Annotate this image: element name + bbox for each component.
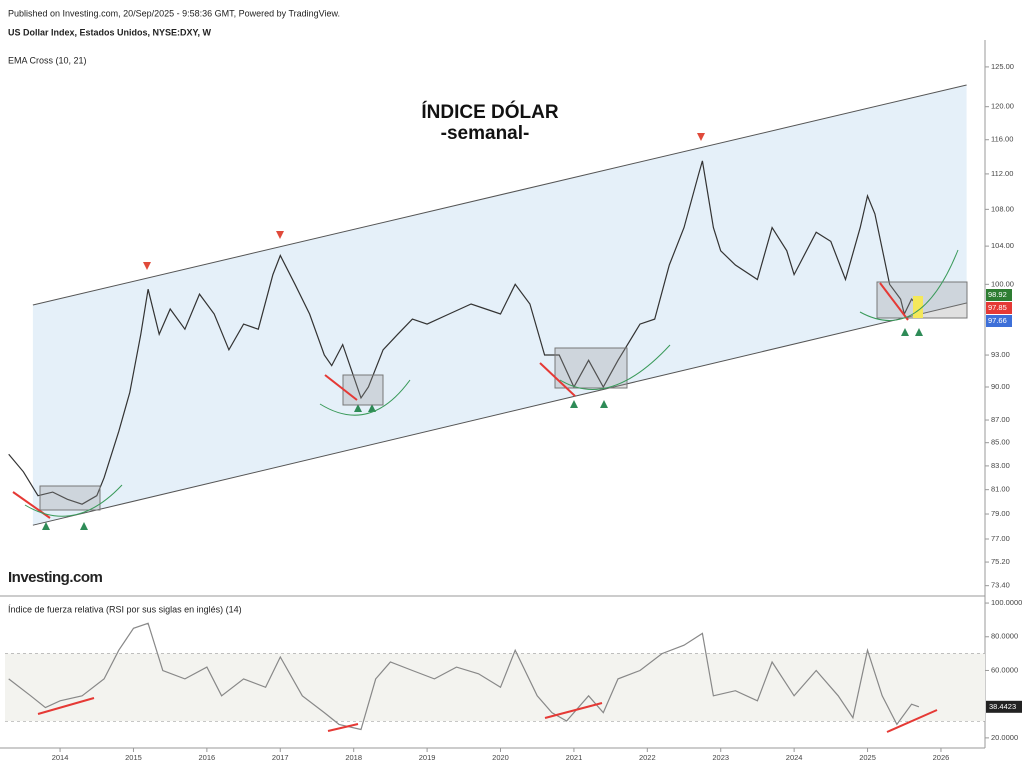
y-tick-label: 90.00 — [991, 382, 1010, 391]
symbol-title: US Dollar Index, Estados Unidos, NYSE:DX… — [8, 27, 212, 37]
y-tick-label: 93.00 — [991, 350, 1010, 359]
range-box — [554, 347, 628, 389]
range-box — [342, 374, 384, 406]
channel-line — [32, 302, 967, 526]
y-tick-label: 73.40 — [991, 581, 1010, 590]
x-tick-label: 2018 — [345, 753, 362, 762]
y-tick-label: 60.0000 — [991, 665, 1018, 674]
x-tick-label: 2021 — [566, 753, 583, 762]
x-tick-label: 2022 — [639, 753, 656, 762]
x-tick-label: 2025 — [859, 753, 876, 762]
annotations — [12, 133, 968, 733]
value-tag-label: 38.4423 — [989, 702, 1016, 711]
y-tick-label: 83.00 — [991, 461, 1010, 470]
y-tick-label: 104.00 — [991, 241, 1014, 250]
x-tick-label: 2015 — [125, 753, 142, 762]
price-tag-label: 97.66 — [988, 316, 1007, 325]
price-tag-label: 98.92 — [988, 290, 1007, 299]
y-tick-label: 77.00 — [991, 534, 1010, 543]
indicator-label: EMA Cross (10, 21) — [8, 55, 87, 65]
y-tick-label: 125.00 — [991, 62, 1014, 71]
y-tick-label: 108.00 — [991, 204, 1014, 213]
y-tick-label: 112.00 — [991, 169, 1013, 178]
x-tick-label: 2017 — [272, 753, 289, 762]
x-tick-label: 2024 — [786, 753, 803, 762]
y-tick-label: 20.0000 — [991, 733, 1018, 742]
plot: 125.00 120.00 116.00 112.00 108.00 104.00 100.… — [5, 62, 1022, 762]
highlight — [913, 296, 923, 318]
x-tick-label: 2016 — [199, 753, 216, 762]
x-tick-label: 2026 — [933, 753, 950, 762]
value-tag — [986, 700, 1022, 713]
price-line — [8, 622, 920, 731]
y-tick-label: 75.20 — [991, 557, 1010, 566]
y-tick-label: 81.00 — [991, 485, 1010, 494]
y-tick-label: 100.00 — [991, 279, 1014, 288]
annotation: ÍNDICE DÓLAR — [421, 101, 559, 123]
y-tick-label: 85.00 — [991, 438, 1010, 447]
range-box — [39, 485, 101, 511]
x-tick-label: 2023 — [712, 753, 729, 762]
price-line — [8, 160, 920, 505]
price-tag — [986, 315, 1012, 327]
panel-title: Índice de fuerza relativa (RSI por sus s… — [8, 604, 242, 614]
rsi-trend-line — [327, 723, 359, 732]
logo: Investing.com — [8, 569, 103, 586]
annotation: -semanal- — [441, 123, 530, 144]
y-tick-label: 100.0000 — [991, 598, 1022, 607]
rsi-trend-line — [886, 709, 938, 733]
y-tick-label: 116.00 — [991, 135, 1013, 144]
price-tag — [986, 302, 1012, 314]
trend-line — [539, 362, 576, 397]
channel-line — [32, 84, 967, 306]
y-tick-label: 120.00 — [991, 102, 1014, 111]
published-note: Published on Investing.com, 20/Sep/2025 … — [8, 8, 340, 18]
y-tick-label: 80.0000 — [991, 632, 1018, 641]
rsi-band-fill — [5, 653, 985, 722]
trend-line — [879, 282, 909, 321]
rsi-trend-line — [37, 697, 95, 715]
rsi-trend-line — [544, 702, 603, 719]
x-tick-label: 2020 — [492, 753, 509, 762]
channel-fill — [32, 85, 967, 526]
y-tick-label: 79.00 — [991, 509, 1010, 518]
x-tick-label: 2014 — [52, 753, 69, 762]
x-tick-label: 2019 — [419, 753, 436, 762]
trend-line — [324, 374, 358, 401]
price-tag — [986, 289, 1012, 301]
y-tick-label: 87.00 — [991, 415, 1010, 424]
price-tag-label: 97.85 — [988, 303, 1007, 312]
curve — [24, 249, 959, 517]
